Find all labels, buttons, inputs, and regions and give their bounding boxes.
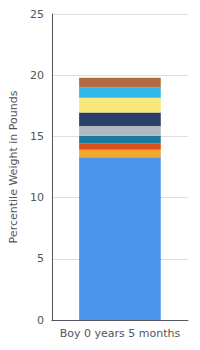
svg-text:15: 15 (30, 130, 44, 143)
svg-text:20: 20 (30, 69, 44, 82)
svg-text:25: 25 (30, 8, 44, 21)
svg-text:0: 0 (37, 314, 44, 327)
svg-text:10: 10 (30, 191, 44, 204)
svg-text:Percentile Weight in Pounds: Percentile Weight in Pounds (7, 90, 20, 243)
svg-text:5: 5 (37, 252, 44, 265)
svg-text:Boy 0 years 5 months: Boy 0 years 5 months (60, 327, 181, 340)
